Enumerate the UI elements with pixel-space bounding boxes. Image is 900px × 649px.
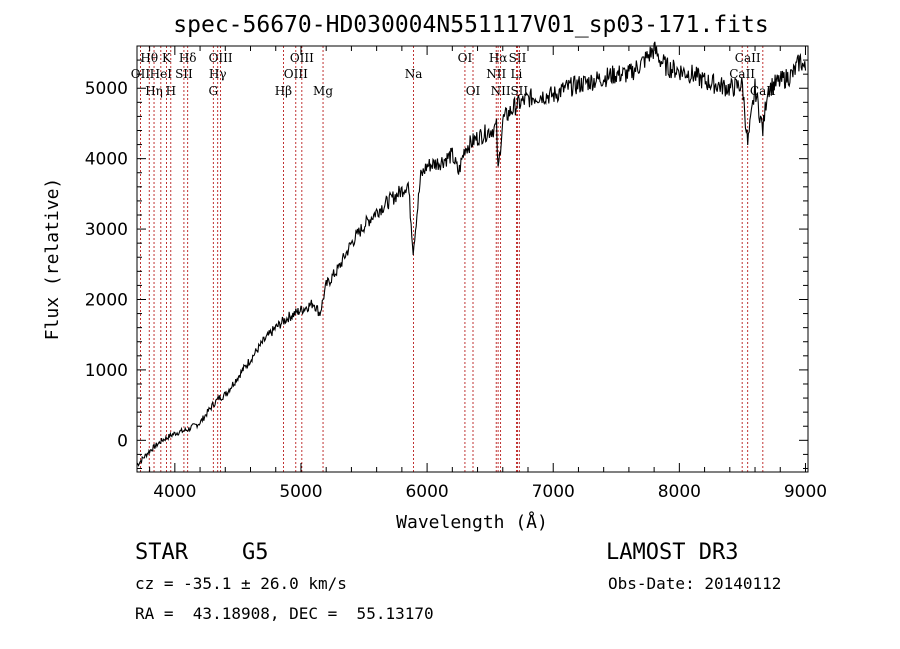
spectral-line-label: Hγ xyxy=(209,67,227,81)
spectral-line-label: CaII xyxy=(735,51,761,65)
spectrum-series-line xyxy=(136,41,807,467)
x-tick-label: 5000 xyxy=(279,482,322,502)
redshift-value: cz = -35.1 ± 26.0 km/s xyxy=(135,574,347,593)
spectral-line-label: OIII xyxy=(209,51,233,65)
plot-frame xyxy=(136,45,809,473)
chart-title: spec-56670-HD030004N551117V01_sp03-171.f… xyxy=(173,12,768,38)
spectral-line-label: CaII xyxy=(729,67,755,81)
spectral-line-label: NII xyxy=(486,67,506,81)
object-subclass: G5 xyxy=(242,540,269,565)
spectral-line-label: Na xyxy=(405,67,423,81)
y-tick-label: 0 xyxy=(117,431,128,451)
spectral-line-label: OIII xyxy=(284,67,308,81)
y-tick-label: 2000 xyxy=(85,290,128,310)
spectral-line-label: HeI xyxy=(150,67,173,81)
x-tick-label: 7000 xyxy=(532,482,575,502)
x-tick-label: 9000 xyxy=(784,482,827,502)
y-tick-label: 5000 xyxy=(85,79,128,99)
y-tick-label: 4000 xyxy=(85,150,128,170)
spectral-line-label: K xyxy=(162,51,172,65)
tick-layer: 4000 5000 6000 7000 8000 9000 0 1000 2000 3000 400… xyxy=(85,46,827,502)
y-tick-label: 1000 xyxy=(85,361,128,381)
spectral-line-label: SII xyxy=(509,51,527,65)
spectral-line-label: Li xyxy=(510,67,522,81)
spectral-line-label: NII xyxy=(491,84,511,98)
x-tick-label: 6000 xyxy=(405,482,448,502)
spectral-line-label: OIII xyxy=(290,51,314,65)
spectral-line-label: Hα xyxy=(489,51,508,65)
y-axis-label: Flux (relative) xyxy=(42,178,63,341)
spectral-line-label: SII xyxy=(175,67,193,81)
spectral-line-label: SII xyxy=(510,84,528,98)
spectral-line-label: Hθ xyxy=(140,51,158,65)
spectral-line-label: Mg xyxy=(313,84,333,98)
x-axis-label: Wavelength (Å) xyxy=(396,511,548,533)
x-tick-label: 4000 xyxy=(153,482,196,502)
observation-date: Obs-Date: 20140112 xyxy=(608,574,782,593)
spectral-line-label: Hβ xyxy=(275,84,292,98)
spectral-line-label: H xyxy=(166,84,176,98)
survey-name: LAMOST DR3 xyxy=(606,540,739,565)
spectral-line-label: G xyxy=(209,84,219,98)
coordinates: RA = 43.18908, DEC = 55.13170 xyxy=(135,604,434,623)
x-tick-label: 8000 xyxy=(658,482,701,502)
spectral-line-label: OI xyxy=(458,51,473,65)
spectral-line-label: Hδ xyxy=(179,51,197,65)
object-class: STAR xyxy=(135,540,188,565)
spectral-line-label: OI xyxy=(466,84,481,98)
y-tick-label: 3000 xyxy=(85,220,128,240)
spectral-line-label: Hη xyxy=(145,84,163,98)
